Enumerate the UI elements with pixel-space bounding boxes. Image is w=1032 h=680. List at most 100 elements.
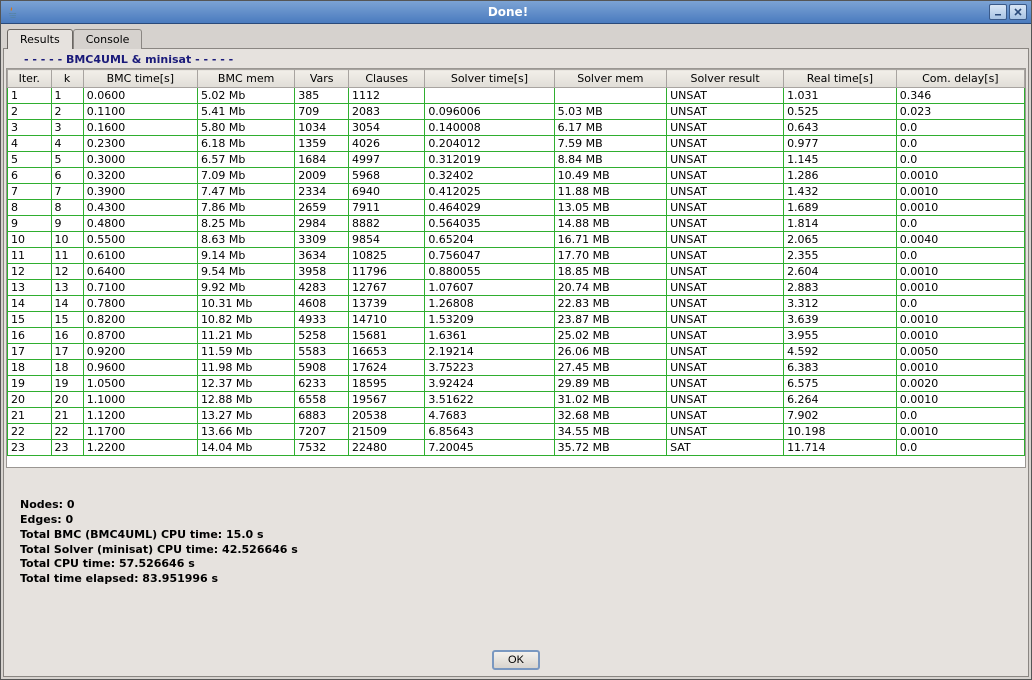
table-row[interactable]: 20201.100012.88 Mb6558195673.5162231.02 … (8, 392, 1025, 408)
column-header[interactable]: Com. delay[s] (896, 70, 1024, 88)
table-cell: 18.85 MB (554, 264, 666, 280)
table-cell: 3054 (349, 120, 425, 136)
table-cell: 0.4800 (83, 216, 197, 232)
table-row[interactable]: 23231.220014.04 Mb7532224807.2004535.72 … (8, 440, 1025, 456)
tab-panel-results: - - - - - BMC4UML & minisat - - - - - It… (3, 48, 1029, 677)
table-cell: 5.41 Mb (197, 104, 294, 120)
table-cell: 0.0 (896, 296, 1024, 312)
table-cell: 21 (51, 408, 83, 424)
table-row[interactable]: 10100.55008.63 Mb330998540.6520416.71 MB… (8, 232, 1025, 248)
table-cell: 9.92 Mb (197, 280, 294, 296)
minimize-button[interactable] (989, 4, 1007, 20)
table-cell: UNSAT (667, 104, 784, 120)
table-cell: 0.0050 (896, 344, 1024, 360)
table-row[interactable]: 330.16005.80 Mb103430540.1400086.17 MBUN… (8, 120, 1025, 136)
table-cell: 10.49 MB (554, 168, 666, 184)
table-cell: 0.0 (896, 248, 1024, 264)
table-row[interactable]: 770.39007.47 Mb233469400.41202511.88 MBU… (8, 184, 1025, 200)
table-row[interactable]: 13130.71009.92 Mb4283127671.0760720.74 M… (8, 280, 1025, 296)
table-cell: 19567 (349, 392, 425, 408)
table-cell: 23.87 MB (554, 312, 666, 328)
table-cell: 2083 (349, 104, 425, 120)
table-row[interactable]: 12120.64009.54 Mb3958117960.88005518.85 … (8, 264, 1025, 280)
table-cell: 0.6100 (83, 248, 197, 264)
table-cell: 0.464029 (425, 200, 554, 216)
column-header[interactable]: BMC mem (197, 70, 294, 88)
column-header[interactable]: Solver result (667, 70, 784, 88)
table-cell: 0.7100 (83, 280, 197, 296)
table-cell: 0.0 (896, 216, 1024, 232)
table-cell: 7.09 Mb (197, 168, 294, 184)
table-head: Iter.kBMC time[s]BMC memVarsClausesSolve… (8, 70, 1025, 88)
table-row[interactable]: 22221.170013.66 Mb7207215096.8564334.55 … (8, 424, 1025, 440)
table-cell: 14 (8, 296, 52, 312)
table-cell: 0.9600 (83, 360, 197, 376)
column-header[interactable]: k (51, 70, 83, 88)
column-header[interactable]: Iter. (8, 70, 52, 88)
table-cell: 0.7800 (83, 296, 197, 312)
table-cell: 5.80 Mb (197, 120, 294, 136)
window-title: Done! (27, 5, 989, 19)
column-header[interactable]: Solver mem (554, 70, 666, 88)
table-cell: 2 (51, 104, 83, 120)
window-controls (989, 4, 1027, 20)
table-cell: 10.198 (784, 424, 897, 440)
table-cell: 0.0010 (896, 312, 1024, 328)
table-cell: UNSAT (667, 408, 784, 424)
table-cell: 1.07607 (425, 280, 554, 296)
table-cell: 0.0010 (896, 184, 1024, 200)
ok-button[interactable]: OK (492, 650, 540, 670)
table-cell: 6940 (349, 184, 425, 200)
table-cell: 4608 (295, 296, 349, 312)
table-row[interactable]: 19191.050012.37 Mb6233185953.9242429.89 … (8, 376, 1025, 392)
table-cell: 5583 (295, 344, 349, 360)
table-cell: 0.412025 (425, 184, 554, 200)
table-row[interactable]: 16160.870011.21 Mb5258156811.636125.02 M… (8, 328, 1025, 344)
table-row[interactable]: 17170.920011.59 Mb5583166532.1921426.06 … (8, 344, 1025, 360)
table-cell: 3.75223 (425, 360, 554, 376)
table-cell: 3.639 (784, 312, 897, 328)
results-table: Iter.kBMC time[s]BMC memVarsClausesSolve… (7, 69, 1025, 456)
table-cell: 3.312 (784, 296, 897, 312)
table-row[interactable]: 110.06005.02 Mb3851112UNSAT1.0310.346 (8, 88, 1025, 104)
table-cell: 1.031 (784, 88, 897, 104)
table-row[interactable]: 660.32007.09 Mb200959680.3240210.49 MBUN… (8, 168, 1025, 184)
tab-console[interactable]: Console (73, 29, 143, 49)
table-cell: 1034 (295, 120, 349, 136)
column-header[interactable]: Vars (295, 70, 349, 88)
table-cell: 0.9200 (83, 344, 197, 360)
table-row[interactable]: 21211.120013.27 Mb6883205384.768332.68 M… (8, 408, 1025, 424)
tab-results[interactable]: Results (7, 29, 73, 49)
table-cell: 7.86 Mb (197, 200, 294, 216)
titlebar: Done! (1, 1, 1031, 24)
table-row[interactable]: 550.30006.57 Mb168449970.3120198.84 MBUN… (8, 152, 1025, 168)
close-button[interactable] (1009, 4, 1027, 20)
table-cell (425, 88, 554, 104)
table-row[interactable]: 990.48008.25 Mb298488820.56403514.88 MBU… (8, 216, 1025, 232)
table-row[interactable]: 220.11005.41 Mb70920830.0960065.03 MBUNS… (8, 104, 1025, 120)
table-cell: 7.902 (784, 408, 897, 424)
table-cell: 3 (8, 120, 52, 136)
table-cell: 6.264 (784, 392, 897, 408)
table-cell: 6.85643 (425, 424, 554, 440)
column-header[interactable]: BMC time[s] (83, 70, 197, 88)
table-row[interactable]: 18180.960011.98 Mb5908176243.7522327.45 … (8, 360, 1025, 376)
table-row[interactable]: 14140.780010.31 Mb4608137391.2680822.83 … (8, 296, 1025, 312)
table-cell: 0.346 (896, 88, 1024, 104)
column-header[interactable]: Solver time[s] (425, 70, 554, 88)
table-cell: 1.0500 (83, 376, 197, 392)
table-cell: 7 (8, 184, 52, 200)
table-row[interactable]: 15150.820010.82 Mb4933147101.5320923.87 … (8, 312, 1025, 328)
column-header[interactable]: Real time[s] (784, 70, 897, 88)
table-cell: 35.72 MB (554, 440, 666, 456)
summary-line: Total CPU time: 57.526646 s (20, 557, 1012, 572)
table-container[interactable]: Iter.kBMC time[s]BMC memVarsClausesSolve… (6, 68, 1026, 468)
table-row[interactable]: 11110.61009.14 Mb3634108250.75604717.70 … (8, 248, 1025, 264)
table-row[interactable]: 440.23006.18 Mb135940260.2040127.59 MBUN… (8, 136, 1025, 152)
table-row[interactable]: 880.43007.86 Mb265979110.46402913.05 MBU… (8, 200, 1025, 216)
column-header[interactable]: Clauses (349, 70, 425, 88)
table-cell: 0.0040 (896, 232, 1024, 248)
table-cell: 709 (295, 104, 349, 120)
table-cell: 1.53209 (425, 312, 554, 328)
table-cell: 1.1700 (83, 424, 197, 440)
